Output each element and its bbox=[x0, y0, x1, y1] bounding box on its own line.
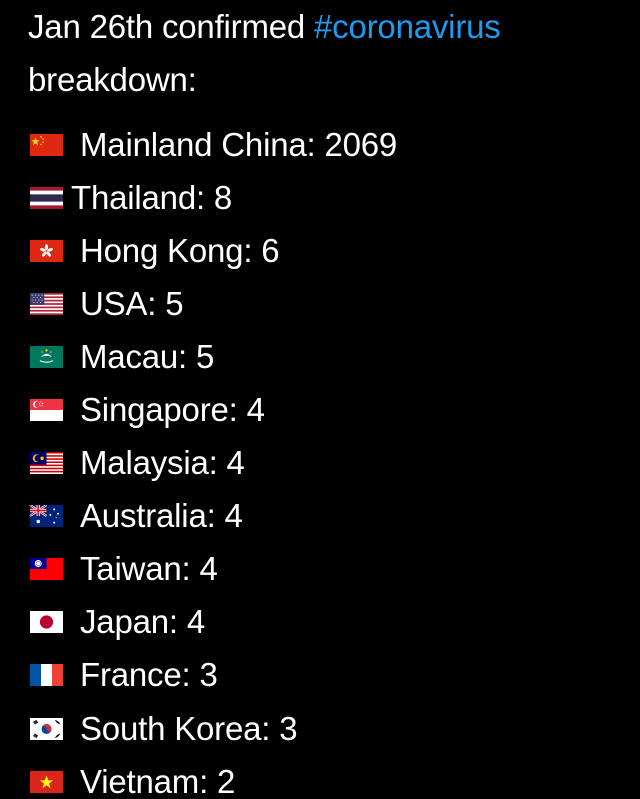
france-flag-icon bbox=[30, 664, 63, 687]
australia-flag-icon bbox=[29, 505, 63, 528]
thailand-flag-icon bbox=[30, 186, 63, 209]
list-item-label: Taiwan: 4 bbox=[80, 550, 218, 588]
macau-flag-icon bbox=[30, 345, 63, 368]
list-item: Singapore: 4 bbox=[28, 383, 628, 436]
taiwan-flag-icon bbox=[30, 558, 63, 581]
headline-text-2: breakdown: bbox=[28, 61, 197, 98]
list-item-label: Hong Kong: 6 bbox=[80, 231, 280, 269]
list-item: Japan: 4 bbox=[28, 596, 628, 649]
list-item-label: Vietnam: 2 bbox=[80, 762, 236, 799]
south-korea-flag-icon bbox=[30, 717, 63, 740]
japan-flag-icon bbox=[30, 611, 63, 634]
list-item: Malaysia: 4 bbox=[28, 437, 628, 490]
tweet-headline: Jan 26th confirmed #coronavirus breakdow… bbox=[28, 0, 628, 106]
list-item-label: Malaysia: 4 bbox=[80, 444, 245, 482]
list-item-label: USA: 5 bbox=[80, 284, 184, 322]
list-item-label: Mainland China: 2069 bbox=[80, 125, 398, 163]
usa-flag-icon bbox=[30, 292, 63, 315]
list-item: Mainland China: 2069 bbox=[28, 118, 628, 171]
list-item: Vietnam: 2 bbox=[28, 755, 628, 799]
singapore-flag-icon bbox=[30, 399, 63, 422]
list-item-label: South Korea: 3 bbox=[80, 709, 298, 747]
list-item-label: France: 3 bbox=[80, 656, 218, 694]
list-item: Australia: 4 bbox=[28, 490, 628, 543]
tweet-body: Jan 26th confirmed #coronavirus breakdow… bbox=[28, 0, 628, 799]
vietnam-flag-icon bbox=[30, 770, 63, 793]
china-flag-icon bbox=[30, 133, 63, 156]
list-item: USA: 5 bbox=[28, 277, 628, 330]
list-item: Taiwan: 4 bbox=[28, 543, 628, 596]
list-item-label: Thailand: 8 bbox=[71, 178, 233, 216]
hong-kong-flag-icon bbox=[30, 239, 63, 262]
list-item: France: 3 bbox=[28, 649, 628, 702]
list-item-label: Japan: 4 bbox=[80, 603, 206, 641]
list-item: Macau: 5 bbox=[28, 330, 628, 383]
list-item: South Korea: 3 bbox=[28, 702, 628, 755]
list-item-label: Singapore: 4 bbox=[80, 391, 265, 429]
country-list: Mainland China: 2069 Thailand: 8 bbox=[28, 118, 628, 799]
headline-text: Jan 26th confirmed bbox=[28, 8, 315, 45]
malaysia-flag-icon bbox=[30, 452, 63, 475]
list-item-label: Australia: 4 bbox=[80, 497, 243, 535]
hashtag-link[interactable]: #coronavirus bbox=[314, 8, 501, 45]
list-item: Hong Kong: 6 bbox=[28, 224, 628, 277]
list-item-label: Macau: 5 bbox=[80, 337, 215, 375]
list-item: Thailand: 8 bbox=[28, 171, 628, 224]
